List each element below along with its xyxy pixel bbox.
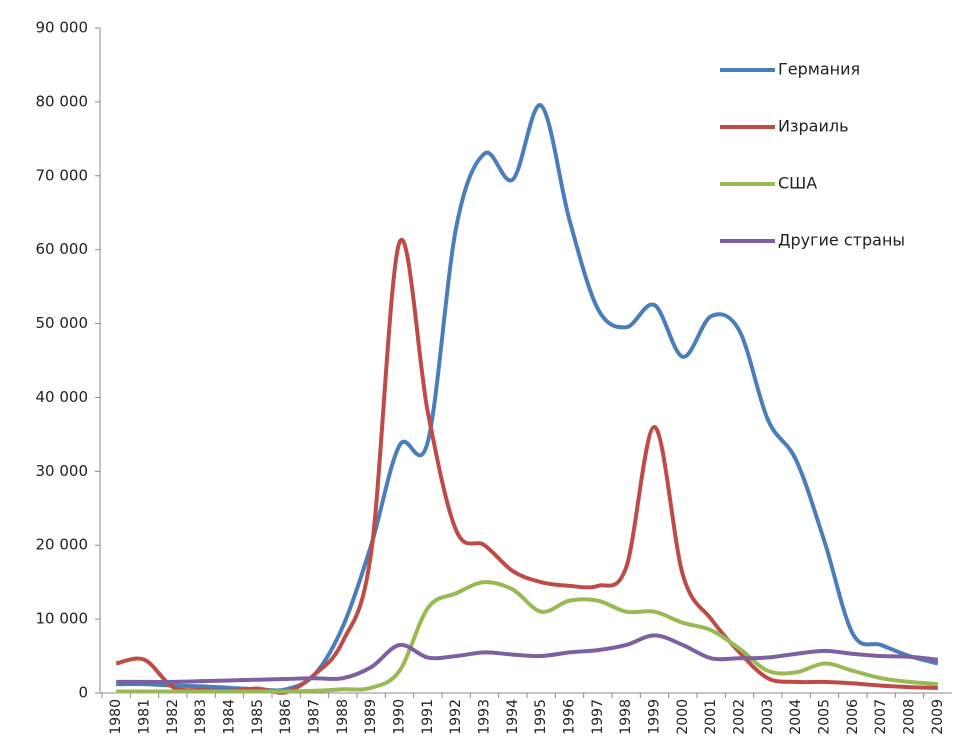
x-tick-label: 2003: [760, 699, 776, 735]
y-tick-label: 70 000: [36, 166, 89, 184]
legend-label: Германия: [778, 60, 860, 79]
y-tick-label: 0: [78, 684, 88, 702]
x-tick-label: 1994: [505, 699, 521, 735]
x-tick-label: 1991: [420, 699, 436, 735]
y-tick-label: 30 000: [36, 462, 89, 480]
x-tick-label: 1992: [448, 699, 464, 735]
series-line: [116, 633, 939, 684]
x-tick-label: 2002: [732, 699, 748, 735]
y-tick-label: 50 000: [36, 314, 89, 332]
x-tick-label: 2001: [703, 699, 719, 735]
x-tick-label: 1998: [618, 699, 634, 735]
x-tick-label: 2006: [845, 699, 861, 735]
y-tick-label: 90 000: [36, 19, 89, 37]
x-tick-label: 1986: [278, 699, 294, 735]
x-tick-label: 2007: [873, 699, 889, 735]
series-line: [116, 580, 938, 694]
series-line: [115, 237, 938, 695]
x-tick-label: 1984: [222, 699, 238, 735]
y-tick-label: 80 000: [36, 92, 89, 110]
x-tick-label: 1993: [477, 699, 493, 735]
y-tick-label: 10 000: [36, 610, 89, 628]
x-tick-label: 1981: [137, 699, 153, 735]
x-tick-label: 1987: [307, 699, 323, 735]
x-tick-label: 2000: [675, 699, 691, 735]
x-tick-label: 2008: [902, 699, 918, 735]
legend-label: Другие страны: [778, 231, 905, 250]
x-tick-label: 1999: [647, 699, 663, 735]
x-tick-label: 1982: [165, 699, 181, 735]
x-tick-label: 1980: [108, 699, 124, 735]
y-tick-label: 40 000: [36, 388, 89, 406]
x-tick-label: 2009: [930, 699, 946, 735]
y-tick-label: 60 000: [36, 240, 89, 258]
x-tick-label: 2004: [788, 699, 804, 735]
x-tick-label: 1983: [193, 699, 209, 735]
x-tick-label: 2005: [817, 699, 833, 735]
y-tick-label: 20 000: [36, 536, 89, 554]
legend-label: США: [778, 174, 817, 193]
x-tick-label: 1997: [590, 699, 606, 735]
x-tick-label: 1996: [562, 699, 578, 735]
x-tick-label: 1988: [335, 699, 351, 735]
x-tick-label: 1989: [363, 699, 379, 735]
x-tick-label: 1995: [533, 699, 549, 735]
x-tick-label: 1985: [250, 699, 266, 735]
legend-label: Израиль: [778, 117, 849, 136]
x-tick-label: 1990: [392, 699, 408, 735]
